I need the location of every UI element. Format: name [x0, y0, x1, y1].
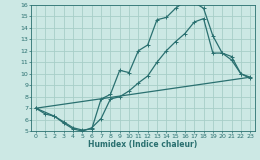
X-axis label: Humidex (Indice chaleur): Humidex (Indice chaleur) [88, 140, 198, 149]
